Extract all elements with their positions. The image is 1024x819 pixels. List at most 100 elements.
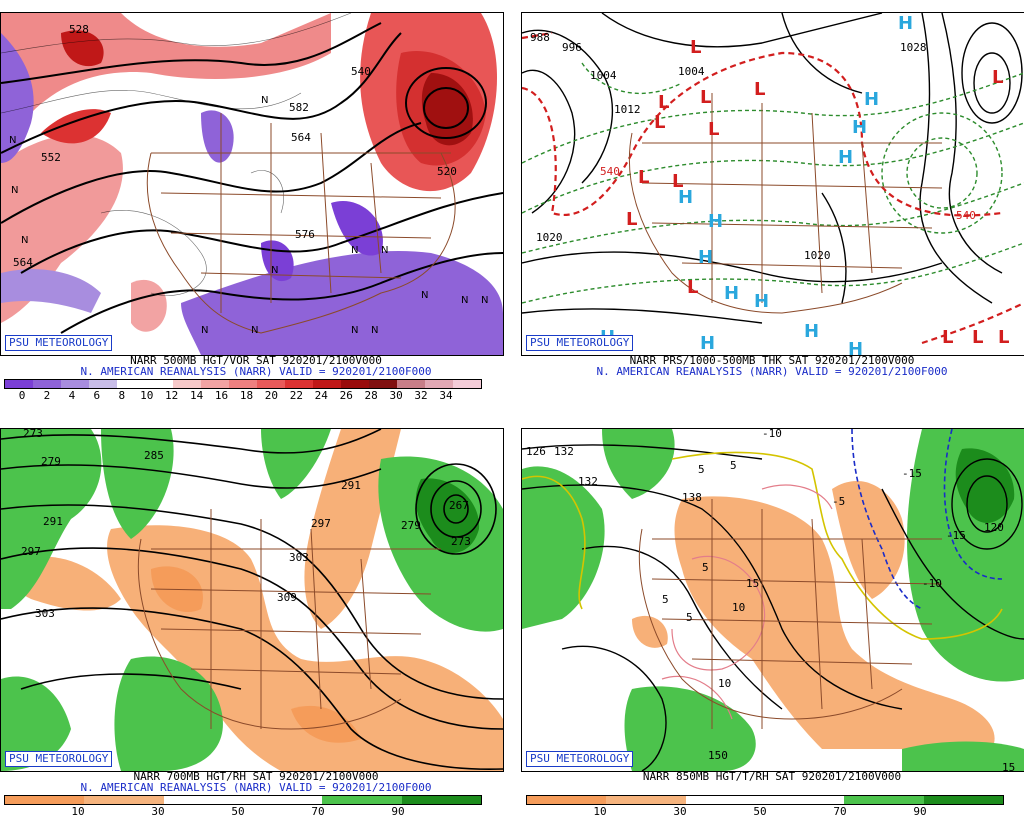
svg-text:520: 520 — [437, 165, 457, 178]
panel-3-subtitle: N. AMERICAN REANALYSIS (NARR) VALID = 92… — [80, 781, 432, 794]
svg-text:15: 15 — [1002, 761, 1015, 771]
panel-2-subtitle: N. AMERICAN REANALYSIS (NARR) VALID = 92… — [596, 365, 948, 378]
psu-meteorology-badge: PSU METEOROLOGY — [526, 751, 634, 767]
svg-text:N: N — [11, 185, 18, 196]
colorbar-tick-label: 6 — [93, 389, 101, 402]
svg-text:H: H — [848, 339, 863, 355]
colorbar-tick-label: 16 — [214, 389, 229, 402]
colorbar-tick-label: 32 — [414, 389, 428, 402]
svg-text:H: H — [864, 89, 879, 110]
colorbar-swatch — [341, 380, 369, 388]
colorbar-swatch — [685, 796, 765, 804]
panel-1-subtitle: N. AMERICAN REANALYSIS (NARR) VALID = 92… — [80, 365, 432, 378]
colorbar-tick-label: 2 — [43, 389, 51, 402]
svg-text:564: 564 — [13, 256, 33, 269]
rh-colorbar-850-ticks: 10 30 50 70 90 — [593, 805, 926, 819]
svg-text:L: L — [708, 119, 719, 140]
svg-text:H: H — [754, 291, 769, 312]
svg-text:L: L — [942, 327, 953, 348]
svg-text:L: L — [672, 171, 683, 192]
rh-colorbar-ticks: 10 30 50 70 90 — [71, 805, 404, 819]
svg-text:H: H — [898, 13, 913, 34]
temp-rh-850mb-map: 126 132 138 132 5 5 5 15 5 10 10 -5 -10 … — [522, 429, 1024, 771]
colorbar-swatch — [84, 796, 164, 804]
colorbar-tick-label: 10 — [593, 805, 607, 818]
svg-text:285: 285 — [144, 449, 164, 462]
svg-text:5: 5 — [730, 459, 737, 472]
map-panel-850mb-temp-rh: 126 132 138 132 5 5 5 15 5 10 10 -5 -10 … — [521, 428, 1024, 772]
svg-text:-15: -15 — [946, 529, 966, 542]
colorbar-swatch — [425, 380, 453, 388]
svg-text:540: 540 — [956, 209, 976, 222]
colorbar-swatch — [313, 380, 341, 388]
svg-text:H: H — [852, 117, 867, 138]
psu-meteorology-badge: PSU METEOROLOGY — [5, 751, 113, 767]
svg-text:N: N — [261, 95, 268, 106]
colorbar-swatch — [89, 380, 117, 388]
svg-text:N: N — [251, 325, 258, 336]
svg-text:L: L — [992, 67, 1003, 88]
svg-text:L: L — [754, 79, 765, 100]
colorbar-swatch — [117, 380, 145, 388]
vorticity-map: N N N N N N N N N N N N N N 528 552 564 564 582 576 5… — [1, 13, 503, 355]
colorbar-swatch — [145, 380, 173, 388]
svg-text:138: 138 — [682, 491, 702, 504]
svg-text:576: 576 — [295, 228, 315, 241]
svg-text:564: 564 — [291, 131, 311, 144]
rh-colorbar — [4, 795, 482, 805]
svg-text:1028: 1028 — [900, 41, 927, 54]
svg-text:1004: 1004 — [590, 69, 617, 82]
panel-2-title: NARR PRS/1000-500MB THK SAT 920201/2100V… — [629, 354, 915, 367]
svg-text:N: N — [9, 135, 16, 146]
rh-colorbar-850 — [526, 795, 1004, 805]
svg-text:297: 297 — [21, 545, 41, 558]
svg-text:L: L — [638, 167, 649, 188]
colorbar-tick-label: 50 — [231, 805, 245, 818]
svg-text:15: 15 — [746, 577, 759, 590]
panel-1-title: NARR 500MB HGT/VOR SAT 920201/2100V000 — [130, 354, 382, 367]
psu-meteorology-badge: PSU METEOROLOGY — [526, 335, 634, 351]
svg-text:-10: -10 — [922, 577, 942, 590]
map-panel-700mb-rh: 273 279 285 291 297 303 291 297 303 309 … — [0, 428, 504, 772]
colorbar-swatch — [764, 796, 845, 804]
svg-text:5: 5 — [686, 611, 693, 624]
svg-text:N: N — [421, 290, 428, 301]
svg-text:L: L — [700, 87, 711, 108]
colorbar-tick-label: 34 — [439, 389, 453, 402]
colorbar-swatch — [173, 380, 201, 388]
colorbar-tick-label: 26 — [339, 389, 353, 402]
colorbar-swatch — [5, 796, 85, 804]
svg-text:297: 297 — [311, 517, 331, 530]
svg-text:L: L — [654, 112, 665, 133]
svg-text:H: H — [678, 187, 693, 208]
svg-text:5: 5 — [702, 561, 709, 574]
svg-text:-10: -10 — [762, 429, 782, 440]
colorbar-tick-label: 18 — [239, 389, 254, 402]
colorbar-swatch — [401, 796, 481, 804]
svg-text:1020: 1020 — [536, 231, 563, 244]
svg-text:N: N — [381, 245, 388, 256]
colorbar-tick-label: 10 — [140, 389, 154, 402]
colorbar-swatch — [844, 796, 924, 804]
colorbar-swatch — [201, 380, 229, 388]
colorbar-tick-label: 90 — [391, 805, 405, 818]
svg-text:273: 273 — [451, 535, 471, 548]
svg-text:1004: 1004 — [678, 65, 705, 78]
colorbar-swatch — [33, 380, 61, 388]
colorbar-swatch — [397, 380, 425, 388]
svg-text:H: H — [698, 247, 713, 268]
colorbar-tick-label: 0 — [18, 389, 26, 402]
svg-text:N: N — [351, 325, 358, 336]
svg-text:N: N — [481, 295, 488, 306]
colorbar-tick-label: 20 — [264, 389, 279, 402]
svg-text:L: L — [690, 37, 701, 58]
svg-text:H: H — [708, 211, 723, 232]
vorticity-colorbar-ticks: 0 2 4 6 8 10 12 14 16 18 20 22 24 26 28 30 32 34 — [18, 389, 453, 403]
svg-text:N: N — [351, 245, 358, 256]
colorbar-tick-label: 28 — [364, 389, 378, 402]
vorticity-colorbar — [4, 379, 482, 389]
svg-text:H: H — [804, 321, 819, 342]
svg-text:552: 552 — [41, 151, 61, 164]
colorbar-swatch — [5, 380, 33, 388]
